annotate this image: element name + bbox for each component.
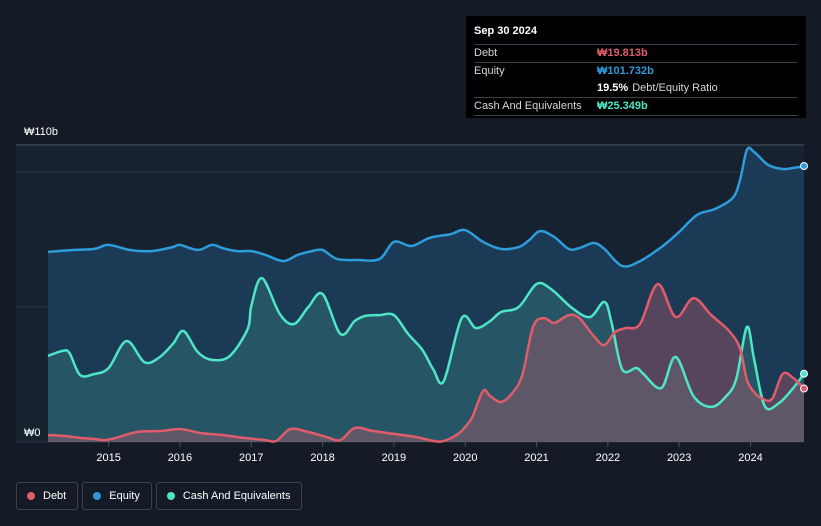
legend-label: Equity [109,490,140,502]
x-tick-label: 2021 [524,452,548,464]
x-tick-label: 2017 [239,452,263,464]
legend-item-equity[interactable]: Equity [82,482,152,510]
x-tick-label: 2023 [667,452,691,464]
endpoint-equity [800,162,808,171]
area-equity [48,147,804,442]
tooltip-panel: Sep 30 2024 Debt ₩19.813b Equity ₩101.73… [466,16,806,118]
tooltip-value: ₩19.813b [597,47,648,59]
tooltip-row-debt: Debt ₩19.813b [474,45,798,63]
legend-item-cash[interactable]: Cash And Equivalents [155,482,303,510]
legend-item-debt[interactable]: Debt [16,482,79,510]
x-tick-label: 2018 [310,452,334,464]
x-tick-label: 2020 [453,452,477,464]
line-debt [47,282,805,443]
endpoint-cash-and-equivalents [800,369,808,378]
legend-label: Cash And Equivalents [182,490,291,502]
legend-label: Debt [43,490,67,502]
tooltip-value: 19.5% [597,82,629,94]
series-endpoints [800,162,808,393]
legend: Debt Equity Cash And Equivalents [16,482,303,510]
tooltip-row-ratio: 19.5% Debt/Equity Ratio [474,80,798,98]
tooltip-label: Debt [474,47,498,59]
x-tick-label: 2019 [382,452,406,464]
tooltip-ratio-label: Debt/Equity Ratio [632,82,718,94]
legend-dot-icon [27,492,35,500]
tooltip-value: ₩101.732b [597,65,654,77]
tooltip-label: Equity [474,65,505,77]
y-axis-bottom-label: ₩0 [24,427,41,439]
legend-dot-icon [93,492,102,500]
x-tick-label: 2015 [96,452,120,464]
tooltip-label [474,80,597,97]
tooltip-row-equity: Equity ₩101.732b [474,63,798,80]
tooltip-row-cash: Cash And Equivalents ₩25.349b [474,98,798,116]
tooltip-label: Cash And Equivalents [474,100,582,112]
series-lines [47,146,806,443]
area-cash-and-equivalents [48,278,804,442]
x-tick-label: 2024 [738,452,762,464]
line-cash-and-equivalents [47,276,806,411]
x-tick-label: 2022 [596,452,620,464]
y-axis-top-label: ₩110b [24,126,58,138]
x-tick-label: 2016 [168,452,192,464]
area-debt [48,283,804,442]
endpoint-debt [800,384,808,393]
series-areas [48,147,804,442]
tooltip-value: ₩25.349b [597,100,648,112]
tooltip-date: Sep 30 2024 [474,24,798,45]
legend-dot-icon [166,492,175,500]
line-equity [47,146,805,268]
x-axis: 2015 2016 2017 2018 2019 2020 2021 2022 2023 2024 [96,442,763,464]
